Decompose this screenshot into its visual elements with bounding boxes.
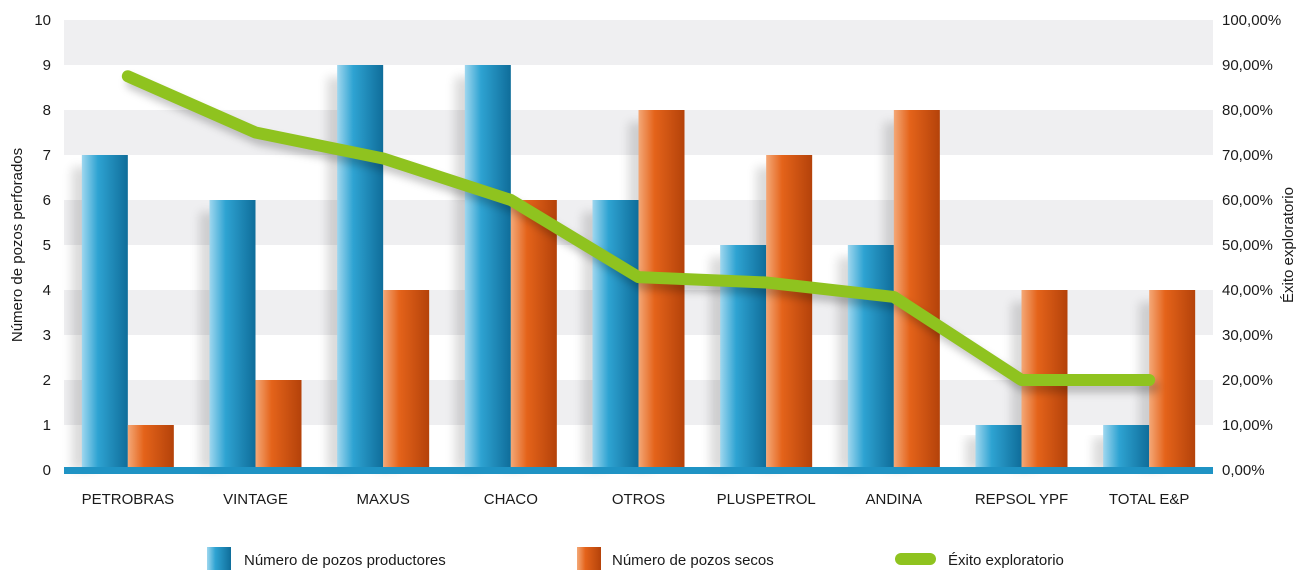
x-tick-label: PETROBRAS bbox=[82, 491, 175, 508]
bar-productores-vintage bbox=[209, 200, 256, 470]
bar-productores-petrobras bbox=[81, 155, 128, 470]
legend: Número de pozos productores Número de po… bbox=[207, 547, 1064, 570]
legend-label-secos: Número de pozos secos bbox=[612, 552, 774, 569]
y-tick-label: 0 bbox=[43, 462, 51, 479]
x-tick-label: VINTAGE bbox=[223, 491, 288, 508]
y2-tick-label: 60,00% bbox=[1222, 192, 1273, 209]
y-tick-label: 3 bbox=[43, 327, 51, 344]
bar-secos-petrobras bbox=[127, 425, 174, 470]
legend-label-productores: Número de pozos productores bbox=[244, 552, 446, 569]
grid-band bbox=[64, 20, 1213, 65]
bar-productores-repsol-ypf bbox=[975, 425, 1022, 470]
y2-tick-label: 50,00% bbox=[1222, 237, 1273, 254]
success-point-petrobras bbox=[126, 75, 129, 78]
bar-productores-andina bbox=[847, 245, 894, 470]
bar-secos-vintage bbox=[255, 380, 302, 470]
y2-tick-label: 90,00% bbox=[1222, 57, 1273, 74]
success-point-repsol-ypf bbox=[1020, 379, 1023, 381]
y2-tick-label: 30,00% bbox=[1222, 327, 1273, 344]
y-tick-label: 8 bbox=[43, 102, 51, 119]
y-tick-label: 4 bbox=[43, 282, 51, 299]
legend-swatch-productores bbox=[207, 547, 231, 570]
y2-tick-label: 10,00% bbox=[1222, 417, 1273, 434]
bar-secos-andina bbox=[893, 110, 940, 470]
y-tick-label: 10 bbox=[34, 12, 51, 29]
x-tick-label: OTROS bbox=[612, 491, 665, 508]
y2-axis-ticks: 0,00% 10,00% 20,00% 30,00% 40,00% 50,00% 60,00… bbox=[1222, 12, 1281, 479]
y2-tick-label: 40,00% bbox=[1222, 282, 1273, 299]
y-tick-label: 1 bbox=[43, 417, 51, 434]
bar-secos-maxus bbox=[383, 290, 430, 470]
y-axis-ticks: 0 1 2 3 4 5 6 7 8 9 10 bbox=[34, 12, 51, 479]
bar-productores-otros bbox=[592, 200, 639, 470]
success-point-otros bbox=[637, 276, 640, 279]
bar-secos-chaco bbox=[510, 200, 557, 470]
success-point-total-e-p bbox=[1148, 379, 1151, 381]
x-tick-label: REPSOL YPF bbox=[975, 491, 1068, 508]
legend-label-exito: Éxito exploratorio bbox=[948, 552, 1064, 569]
y2-tick-label: 100,00% bbox=[1222, 12, 1281, 29]
bar-productores-maxus bbox=[337, 65, 384, 470]
x-axis-ticks: PETROBRAS VINTAGE MAXUS CHACO OTROS PLUSPETRO… bbox=[82, 491, 1190, 508]
y2-tick-label: 70,00% bbox=[1222, 147, 1273, 164]
legend-swatch-secos bbox=[577, 547, 601, 570]
bar-secos-total-e-p bbox=[1149, 290, 1196, 470]
success-point-vintage bbox=[254, 131, 257, 134]
success-line-layer bbox=[121, 70, 1160, 393]
bar-productores-total-e-p bbox=[1103, 425, 1150, 470]
success-point-chaco bbox=[509, 199, 512, 201]
y2-axis-title: Éxito exploratorio bbox=[1280, 187, 1297, 303]
x-tick-label: ANDINA bbox=[865, 491, 922, 508]
y-tick-label: 6 bbox=[43, 192, 51, 209]
y-tick-label: 2 bbox=[43, 372, 51, 389]
x-tick-label: CHACO bbox=[484, 491, 538, 508]
y2-tick-label: 20,00% bbox=[1222, 372, 1273, 389]
success-point-andina bbox=[892, 295, 895, 298]
y2-tick-label: 0,00% bbox=[1222, 462, 1265, 479]
y-axis-title: Número de pozos perforados bbox=[9, 148, 26, 342]
x-tick-label: PLUSPETROL bbox=[717, 491, 816, 508]
y-tick-label: 7 bbox=[43, 147, 51, 164]
x-tick-label: MAXUS bbox=[356, 491, 409, 508]
x-axis-baseline bbox=[64, 467, 1213, 474]
x-tick-label: TOTAL E&P bbox=[1109, 491, 1190, 508]
y2-tick-label: 80,00% bbox=[1222, 102, 1273, 119]
y-tick-label: 9 bbox=[43, 57, 51, 74]
y-tick-label: 5 bbox=[43, 237, 51, 254]
success-point-pluspetrol bbox=[765, 281, 768, 284]
bar-secos-pluspetrol bbox=[766, 155, 813, 470]
bar-productores-chaco bbox=[464, 65, 511, 470]
success-point-maxus bbox=[382, 157, 385, 160]
